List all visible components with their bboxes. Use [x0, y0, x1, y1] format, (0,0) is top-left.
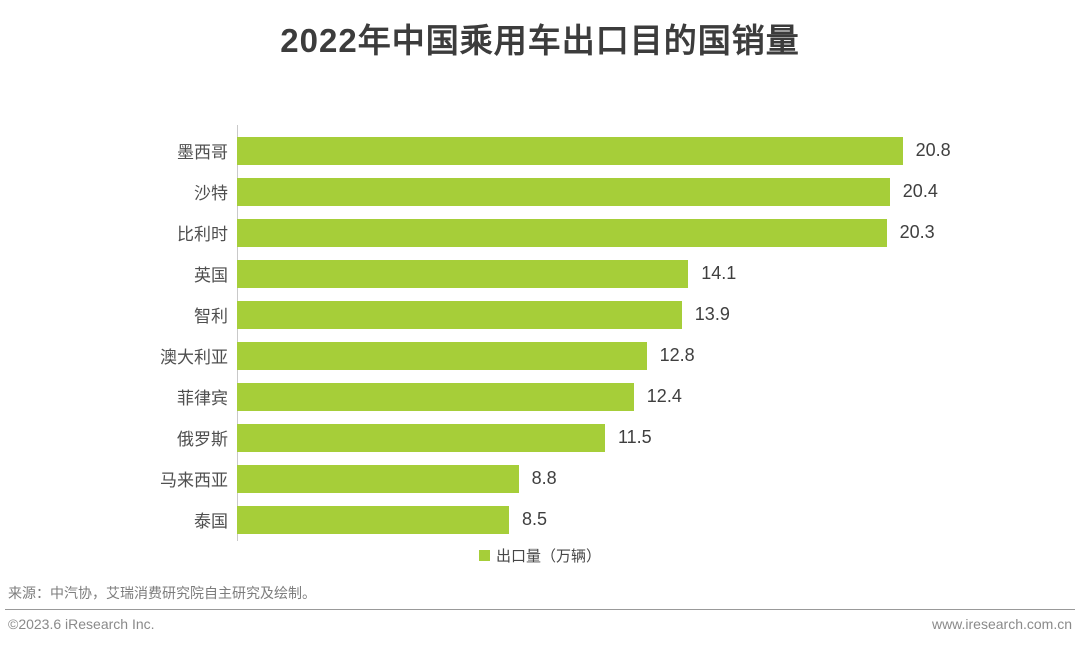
category-label: 澳大利亚	[160, 348, 228, 367]
bar-track: 20.3	[237, 218, 1080, 247]
footer-website: www.iresearch.com.cn	[931, 616, 1072, 632]
bar-row: 泰国 8.5	[0, 499, 1080, 540]
y-axis-line	[237, 125, 238, 541]
bar-track: 12.8	[237, 341, 1080, 370]
bar-row: 马来西亚 8.8	[0, 458, 1080, 499]
bar-row: 墨西哥 20.8	[0, 130, 1080, 171]
bar	[237, 341, 647, 370]
bar-row: 沙特 20.4	[0, 171, 1080, 212]
bar-row: 智利 13.9	[0, 294, 1080, 335]
value-label: 13.9	[694, 304, 730, 324]
bar	[237, 382, 634, 411]
bar	[237, 464, 519, 493]
bar	[237, 259, 689, 288]
legend: 出口量（万辆）	[0, 545, 1080, 566]
bar-track: 13.9	[237, 300, 1080, 329]
bar-row: 菲律宾 12.4	[0, 376, 1080, 417]
category-label: 智利	[194, 307, 228, 326]
category-label: 沙特	[194, 184, 228, 203]
value-label: 11.5	[618, 427, 652, 447]
bar-track: 8.8	[237, 464, 1080, 493]
category-label: 比利时	[177, 225, 228, 244]
bar-row: 俄罗斯 11.5	[0, 417, 1080, 458]
bar-track: 11.5	[237, 423, 1080, 452]
category-label: 马来西亚	[160, 471, 228, 490]
value-label: 20.3	[899, 222, 935, 242]
category-label: 泰国	[194, 512, 228, 531]
chart-title: 2022年中国乘用车出口目的国销量	[280, 22, 800, 59]
bar	[237, 177, 890, 206]
value-label: 12.4	[646, 386, 682, 406]
value-label: 12.8	[659, 345, 695, 365]
legend-label: 出口量（万辆）	[495, 548, 601, 565]
bar-track: 14.1	[237, 259, 1080, 288]
category-label: 墨西哥	[177, 143, 228, 162]
value-label: 8.8	[531, 468, 557, 488]
value-label: 20.4	[902, 181, 938, 201]
bar	[237, 505, 509, 534]
bar	[237, 300, 682, 329]
category-label: 菲律宾	[177, 389, 228, 408]
bar-track: 20.8	[237, 136, 1080, 165]
bar	[237, 423, 605, 452]
bar-row: 英国 14.1	[0, 253, 1080, 294]
footer-copyright: ©2023.6 iResearch Inc.	[8, 616, 155, 632]
bar	[237, 218, 887, 247]
bar	[237, 136, 903, 165]
bar-track: 8.5	[237, 505, 1080, 534]
value-label: 8.5	[522, 509, 548, 529]
bar-rows: 墨西哥 20.8 沙特 20.4 比利时 20.3 英国 14.1 智利 13.9 澳大利亚 12.8…	[0, 130, 1080, 540]
bar-track: 20.4	[237, 177, 1080, 206]
value-label: 14.1	[701, 263, 737, 283]
bar-row: 澳大利亚 12.8	[0, 335, 1080, 376]
bar-row: 比利时 20.3	[0, 212, 1080, 253]
footer-divider	[5, 609, 1075, 610]
legend-swatch-icon	[478, 550, 490, 561]
source-note: 来源：中汽协，艾瑞消费研究院自主研究及绘制。	[8, 585, 316, 601]
category-label: 俄罗斯	[177, 430, 228, 449]
category-label: 英国	[194, 266, 228, 285]
bar-track: 12.4	[237, 382, 1080, 411]
value-label: 20.8	[915, 140, 951, 160]
